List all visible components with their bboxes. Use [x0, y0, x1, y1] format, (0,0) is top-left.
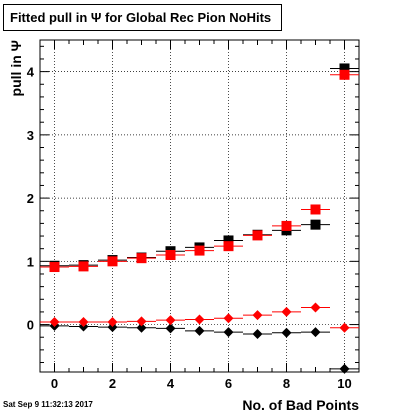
data-point	[223, 241, 234, 252]
data-point	[78, 317, 89, 328]
data-point	[194, 325, 205, 336]
y-tick-label: 0	[27, 318, 34, 333]
data-point	[339, 322, 350, 333]
data-point	[252, 230, 263, 241]
series-1	[40, 69, 359, 273]
timestamp: Sat Sep 9 11:32:13 2017	[3, 400, 93, 409]
y-tick-label: 2	[27, 191, 34, 206]
data-point	[339, 69, 350, 80]
data-point	[194, 245, 205, 256]
data-point	[223, 313, 234, 324]
x-tick-label: 4	[167, 376, 175, 391]
data-point	[281, 306, 292, 317]
data-point	[252, 329, 263, 340]
data-point	[339, 63, 350, 74]
chart-title: Fitted pull in Ψ for Global Rec Pion NoH…	[3, 4, 282, 31]
data-point	[252, 310, 263, 321]
data-point	[310, 204, 321, 215]
x-axis-label: No. of Bad Points	[242, 397, 359, 413]
x-tick-label: 0	[51, 376, 58, 391]
data-point	[310, 219, 321, 230]
data-point	[310, 327, 321, 338]
data-point	[78, 261, 89, 272]
data-point	[136, 316, 147, 327]
data-point	[107, 317, 118, 328]
y-axis-label: pull in Ψ	[8, 40, 24, 96]
data-point	[165, 315, 176, 326]
data-point	[223, 235, 234, 246]
data-point	[49, 317, 60, 328]
x-tick-label: 6	[225, 376, 232, 391]
data-point	[165, 323, 176, 334]
data-point	[107, 256, 118, 267]
x-tick-label: 10	[337, 376, 351, 391]
data-point	[339, 363, 350, 374]
data-point	[194, 314, 205, 325]
data-point	[136, 253, 147, 264]
data-point	[136, 322, 147, 333]
data-point	[310, 302, 321, 313]
data-point	[49, 262, 60, 273]
series-0	[40, 63, 359, 271]
data-point	[165, 250, 176, 261]
data-point	[281, 220, 292, 231]
y-tick-label: 4	[27, 65, 35, 80]
data-point	[281, 327, 292, 338]
x-tick-label: 2	[109, 376, 116, 391]
data-point	[107, 322, 118, 333]
x-tick-label: 8	[283, 376, 290, 391]
series-3	[40, 302, 359, 333]
data-point	[223, 327, 234, 338]
series-2	[40, 320, 359, 374]
y-tick-label: 3	[27, 128, 34, 143]
y-tick-label: 1	[27, 254, 34, 269]
